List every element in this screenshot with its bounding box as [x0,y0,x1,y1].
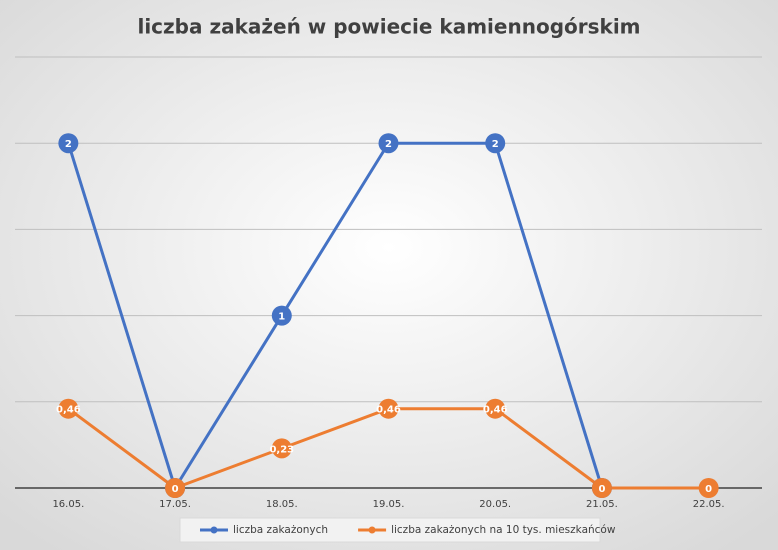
data-label: 0,46 [483,405,508,416]
x-tick-label: 20.05. [479,499,511,510]
data-point [591,478,612,498]
data-label: 1 [278,312,285,323]
data-label: 2 [65,139,72,150]
chart-title: liczba zakażeń w powiecie kamiennogórski… [137,15,640,39]
data-point [378,133,399,154]
legend-marker [368,526,376,534]
data-point [165,478,186,498]
data-point [271,438,292,459]
data-point [378,398,399,419]
data-point [58,398,79,419]
data-point [485,398,506,419]
legend-marker [210,526,218,534]
x-tick-label: 16.05. [52,499,84,510]
legend-label: liczba zakażonych [233,524,328,536]
legend-label: liczba zakażonych na 10 tys. mieszkańców [391,524,616,536]
data-label: 0,46 [376,405,401,416]
x-tick-label: 21.05. [586,499,618,510]
data-label: 0,23 [269,444,294,455]
data-point [271,305,292,326]
data-label: 0,46 [56,405,81,416]
data-label: 0 [598,484,605,495]
data-label: 2 [492,139,499,150]
x-tick-label: 18.05. [266,499,298,510]
legend-box [179,517,601,543]
data-label: 0 [172,484,179,495]
x-tick-label: 17.05. [159,499,191,510]
x-tick-label: 19.05. [373,499,405,510]
data-label: 0 [705,484,712,495]
data-point [485,133,506,154]
x-tick-label: 22.05. [693,499,725,510]
series-line [66,141,604,490]
data-point [698,478,719,498]
data-label: 2 [385,139,392,150]
data-point [58,133,79,154]
